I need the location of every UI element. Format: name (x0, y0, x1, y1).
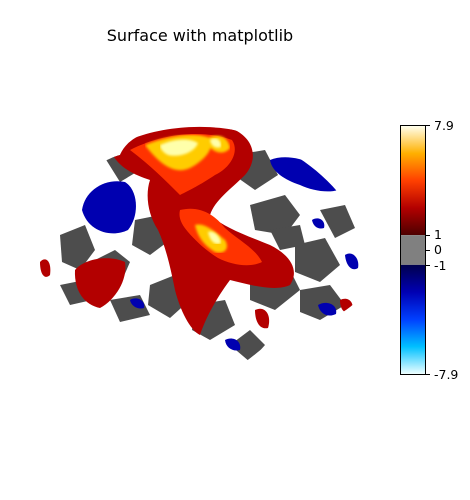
colorbar-tick (426, 374, 430, 375)
colorbar-negative-segment (401, 264, 425, 374)
colorbar-tick (426, 235, 430, 236)
chart-title: Surface with matplotlib (106, 26, 294, 45)
colorbar-positive-segment (401, 126, 425, 236)
colorbar-tick-label: -7.9 (434, 366, 459, 382)
colorbar-tick-label: -1 (434, 257, 447, 273)
colorbar-tick-label: 7.9 (434, 117, 454, 133)
positive-clusters-peak (160, 138, 222, 244)
colorbar-tick (426, 250, 430, 251)
colorbar-tick-label: 1 (434, 226, 442, 242)
colorbar-tick (426, 125, 430, 126)
colorbar (400, 125, 426, 375)
negative-clusters (82, 157, 359, 351)
brain-surface (40, 126, 359, 362)
colorbar-threshold-segment (401, 235, 425, 265)
colorbar-tick (426, 265, 430, 266)
colorbar-tick-label: 0 (434, 241, 442, 257)
